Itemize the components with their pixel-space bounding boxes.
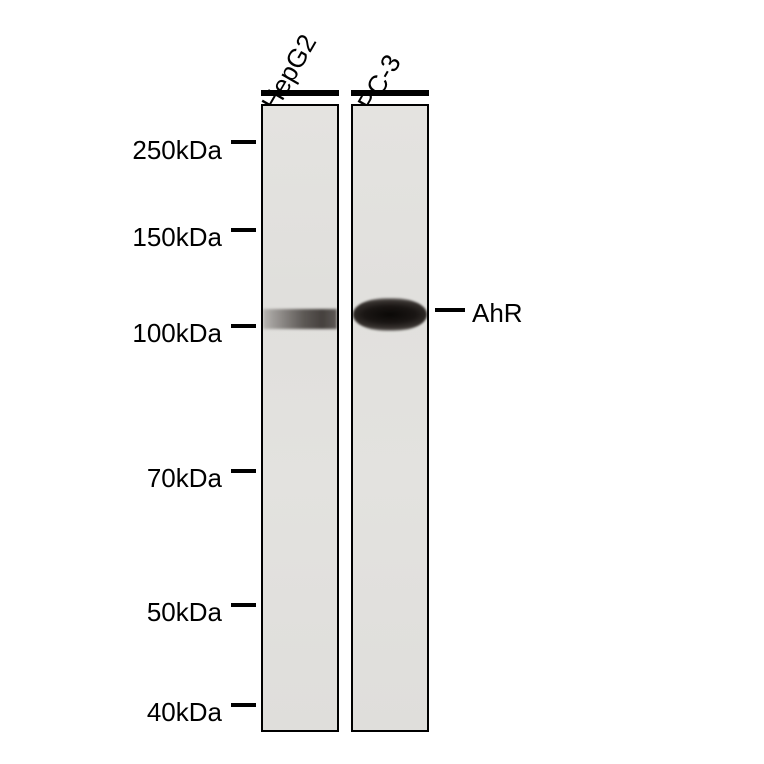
target-tick-ahr bbox=[435, 308, 465, 312]
lane2-box bbox=[351, 104, 429, 732]
lane1-header-bar bbox=[261, 90, 339, 96]
target-label-ahr: AhR bbox=[472, 298, 523, 329]
marker-150kda: 150kDa bbox=[132, 222, 222, 253]
marker-tick-70 bbox=[231, 469, 256, 473]
marker-tick-100 bbox=[231, 324, 256, 328]
marker-tick-50 bbox=[231, 603, 256, 607]
lane1-box bbox=[261, 104, 339, 732]
lane2-header-bar bbox=[351, 90, 429, 96]
lane-label-hepg2: HepG2 bbox=[255, 29, 323, 116]
marker-tick-250 bbox=[231, 140, 256, 144]
marker-40kda: 40kDa bbox=[147, 697, 222, 728]
marker-70kda: 70kDa bbox=[147, 463, 222, 494]
marker-250kda: 250kDa bbox=[132, 135, 222, 166]
marker-100kda: 100kDa bbox=[132, 318, 222, 349]
lane2-background bbox=[353, 106, 427, 730]
blot-figure: HepG2 PC-3 250kDa 150kDa 100kDa 70kDa 50… bbox=[0, 0, 764, 764]
marker-50kda: 50kDa bbox=[147, 597, 222, 628]
lane2-band-ahr bbox=[353, 298, 427, 330]
marker-tick-150 bbox=[231, 228, 256, 232]
lane1-band-ahr bbox=[263, 309, 337, 329]
marker-tick-40 bbox=[231, 703, 256, 707]
lane1-background bbox=[263, 106, 337, 730]
